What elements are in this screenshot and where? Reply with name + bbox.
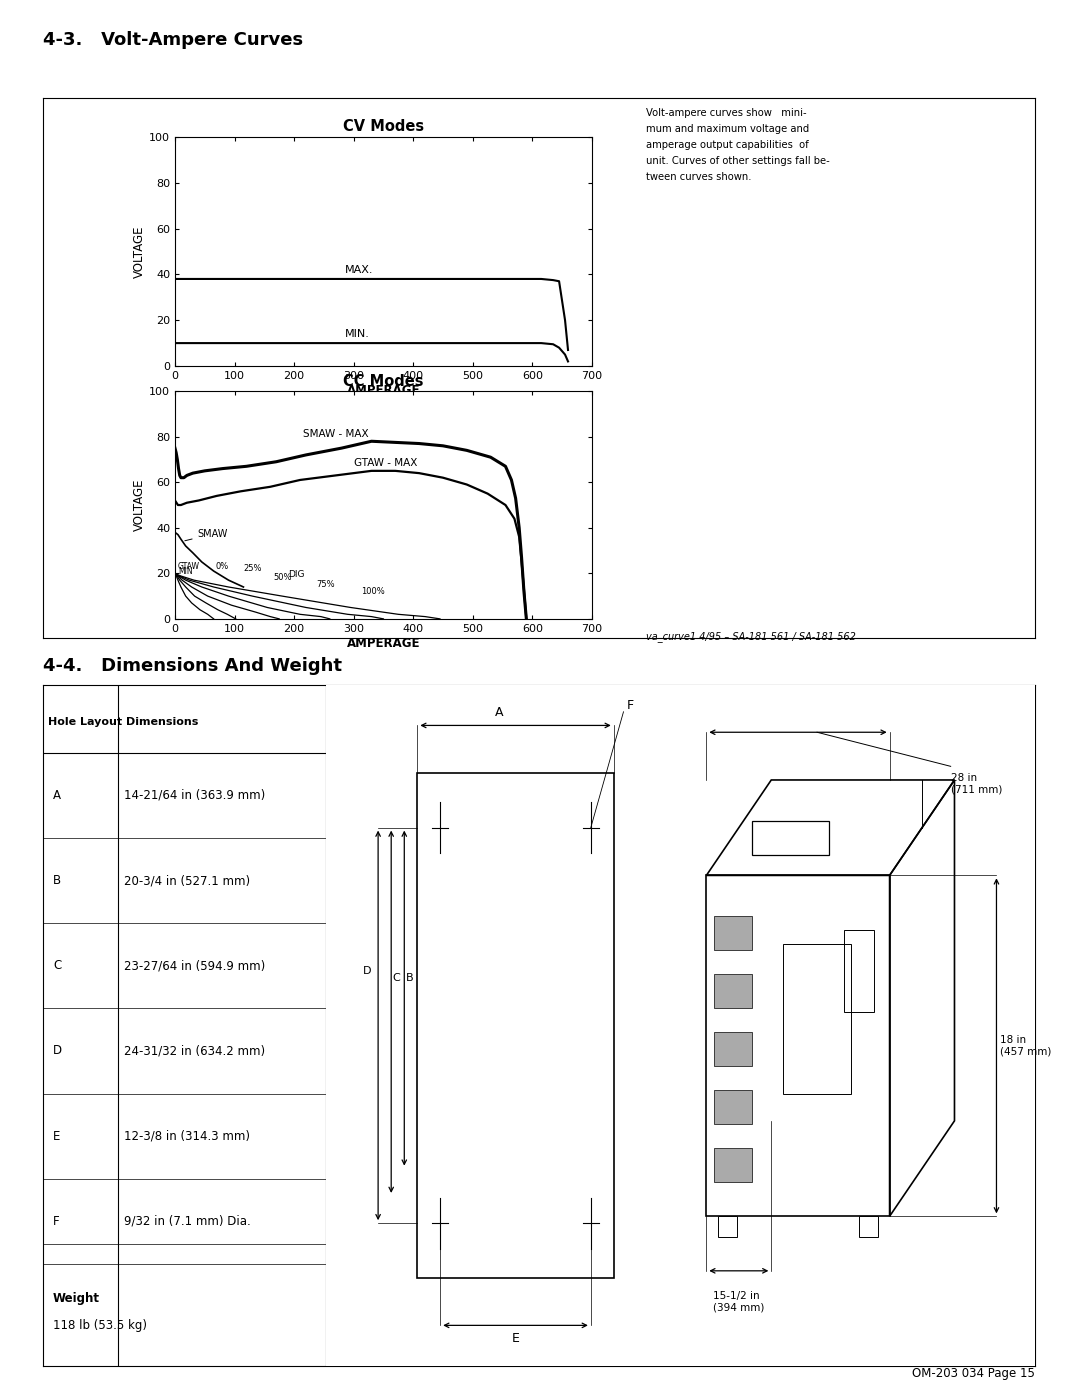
Text: SMAW - MAX: SMAW - MAX	[303, 429, 368, 439]
Bar	[714, 1032, 752, 1066]
Text: 18 in
(457 mm): 18 in (457 mm)	[1000, 1035, 1052, 1056]
Text: MIN: MIN	[178, 567, 192, 577]
Bar	[843, 930, 875, 1011]
Text: E: E	[53, 1130, 60, 1143]
Text: 100%: 100%	[362, 587, 386, 597]
Text: MAX.: MAX.	[345, 265, 374, 275]
Bar	[714, 916, 752, 950]
Text: 24-31/32 in (634.2 mm): 24-31/32 in (634.2 mm)	[124, 1045, 266, 1058]
Text: E: E	[512, 1333, 519, 1345]
Y-axis label: VOLTAGE: VOLTAGE	[133, 225, 146, 278]
Text: D: D	[363, 965, 372, 977]
X-axis label: AMPERAGE: AMPERAGE	[347, 637, 420, 650]
Y-axis label: VOLTAGE: VOLTAGE	[133, 479, 146, 531]
Text: GTAW: GTAW	[178, 562, 200, 571]
Bar	[714, 974, 752, 1009]
Text: mum and maximum voltage and: mum and maximum voltage and	[646, 123, 809, 134]
Text: C: C	[393, 972, 401, 982]
Bar	[714, 1148, 752, 1182]
Text: MIN.: MIN.	[345, 330, 369, 339]
Text: D: D	[53, 1045, 63, 1058]
Text: GTAW - MAX: GTAW - MAX	[353, 458, 417, 468]
Text: unit. Curves of other settings fall be-: unit. Curves of other settings fall be-	[646, 156, 829, 166]
Text: DIG: DIG	[288, 570, 305, 578]
Text: 15-1/2 in
(394 mm): 15-1/2 in (394 mm)	[713, 1291, 765, 1313]
Bar	[706, 876, 890, 1217]
Text: Weight: Weight	[53, 1292, 100, 1305]
Text: 20-3/4 in (527.1 mm): 20-3/4 in (527.1 mm)	[124, 875, 251, 887]
Bar	[718, 1217, 737, 1236]
Text: 4-4.   Dimensions And Weight: 4-4. Dimensions And Weight	[43, 657, 342, 675]
Text: 50%: 50%	[273, 573, 292, 583]
Text: F: F	[626, 698, 634, 712]
Text: 25%: 25%	[243, 564, 262, 573]
Text: C: C	[53, 960, 62, 972]
Text: 4-3.   Volt-Ampere Curves: 4-3. Volt-Ampere Curves	[43, 31, 303, 49]
Text: 23-27/64 in (594.9 mm): 23-27/64 in (594.9 mm)	[124, 960, 266, 972]
Text: SMAW: SMAW	[185, 529, 228, 541]
Title: CC Modes: CC Modes	[343, 373, 423, 388]
Text: 75%: 75%	[316, 580, 335, 590]
Text: F: F	[53, 1215, 59, 1228]
Bar	[714, 1090, 752, 1125]
Text: tween curves shown.: tween curves shown.	[646, 172, 752, 182]
Text: OM-203 034 Page 15: OM-203 034 Page 15	[912, 1368, 1035, 1380]
Text: B: B	[53, 875, 62, 887]
Text: Hole Layout Dimensions: Hole Layout Dimensions	[49, 717, 199, 726]
Text: 28 in
(711 mm): 28 in (711 mm)	[950, 773, 1002, 795]
Bar	[752, 821, 828, 855]
Text: Volt-ampere curves show   mini-: Volt-ampere curves show mini-	[646, 108, 807, 117]
Bar	[417, 773, 613, 1278]
Text: 14-21/64 in (363.9 mm): 14-21/64 in (363.9 mm)	[124, 789, 266, 802]
Text: va_curve1 4/95 – SA-181 561 / SA-181 562: va_curve1 4/95 – SA-181 561 / SA-181 562	[646, 631, 855, 643]
Text: 0%: 0%	[215, 562, 229, 571]
Text: amperage output capabilities  of: amperage output capabilities of	[646, 140, 809, 149]
Text: 118 lb (53.5 kg): 118 lb (53.5 kg)	[53, 1319, 147, 1331]
Text: B: B	[406, 972, 414, 982]
Text: A: A	[53, 789, 62, 802]
Text: 12-3/8 in (314.3 mm): 12-3/8 in (314.3 mm)	[124, 1130, 251, 1143]
X-axis label: AMPERAGE: AMPERAGE	[347, 384, 420, 397]
Text: 9/32 in (7.1 mm) Dia.: 9/32 in (7.1 mm) Dia.	[124, 1215, 252, 1228]
Text: A: A	[495, 705, 503, 718]
Bar	[859, 1217, 878, 1236]
Bar	[783, 943, 851, 1094]
Title: CV Modes: CV Modes	[342, 119, 424, 134]
